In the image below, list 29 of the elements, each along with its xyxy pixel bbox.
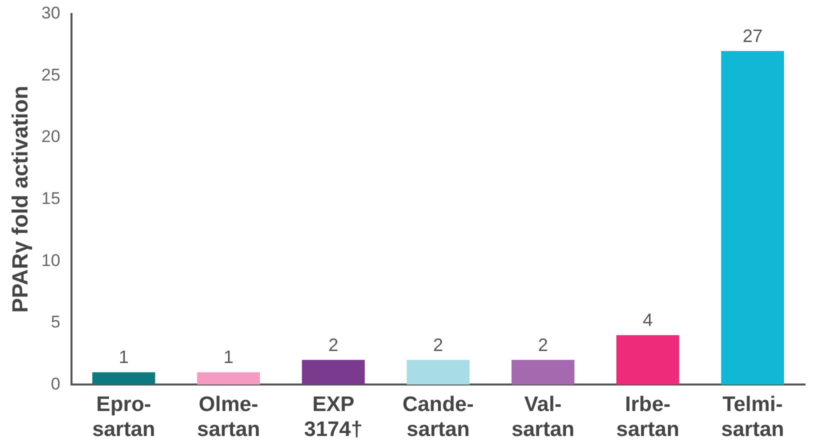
- bar: [197, 372, 260, 385]
- x-tick-label: Irbe- sartan: [616, 392, 680, 442]
- x-tick-label: Val- sartan: [511, 392, 574, 442]
- y-axis-title: PPARγ fold activation: [7, 86, 32, 313]
- x-tick-label: EXP 3174†: [304, 392, 363, 442]
- data-label: 2: [538, 334, 548, 355]
- y-tick-label: 10: [41, 250, 60, 270]
- data-label: 27: [742, 26, 763, 46]
- data-label: 2: [328, 334, 338, 355]
- y-tick-label: 30: [41, 4, 60, 23]
- y-tick-label: 0: [50, 374, 60, 394]
- bar: [721, 51, 784, 385]
- y-tick-label: 25: [41, 65, 60, 84]
- x-tick-label: Epro- sartan: [92, 392, 156, 442]
- x-tick-label: Cande- sartan: [402, 392, 474, 442]
- y-tick-label: 5: [50, 312, 60, 332]
- bar: [512, 360, 574, 385]
- data-label: 2: [433, 334, 444, 355]
- data-label: 1: [118, 347, 129, 368]
- bar: [616, 335, 680, 385]
- y-tick-label: 15: [41, 188, 60, 208]
- x-tick-label: Telmi- sartan: [721, 392, 784, 442]
- data-label: 1: [224, 347, 234, 368]
- data-label: 4: [642, 310, 653, 330]
- bar: [92, 372, 156, 385]
- bar: [406, 360, 470, 385]
- y-tick-label: 20: [41, 127, 60, 146]
- bar: [302, 360, 365, 385]
- x-tick-label: Olme- sartan: [197, 392, 260, 442]
